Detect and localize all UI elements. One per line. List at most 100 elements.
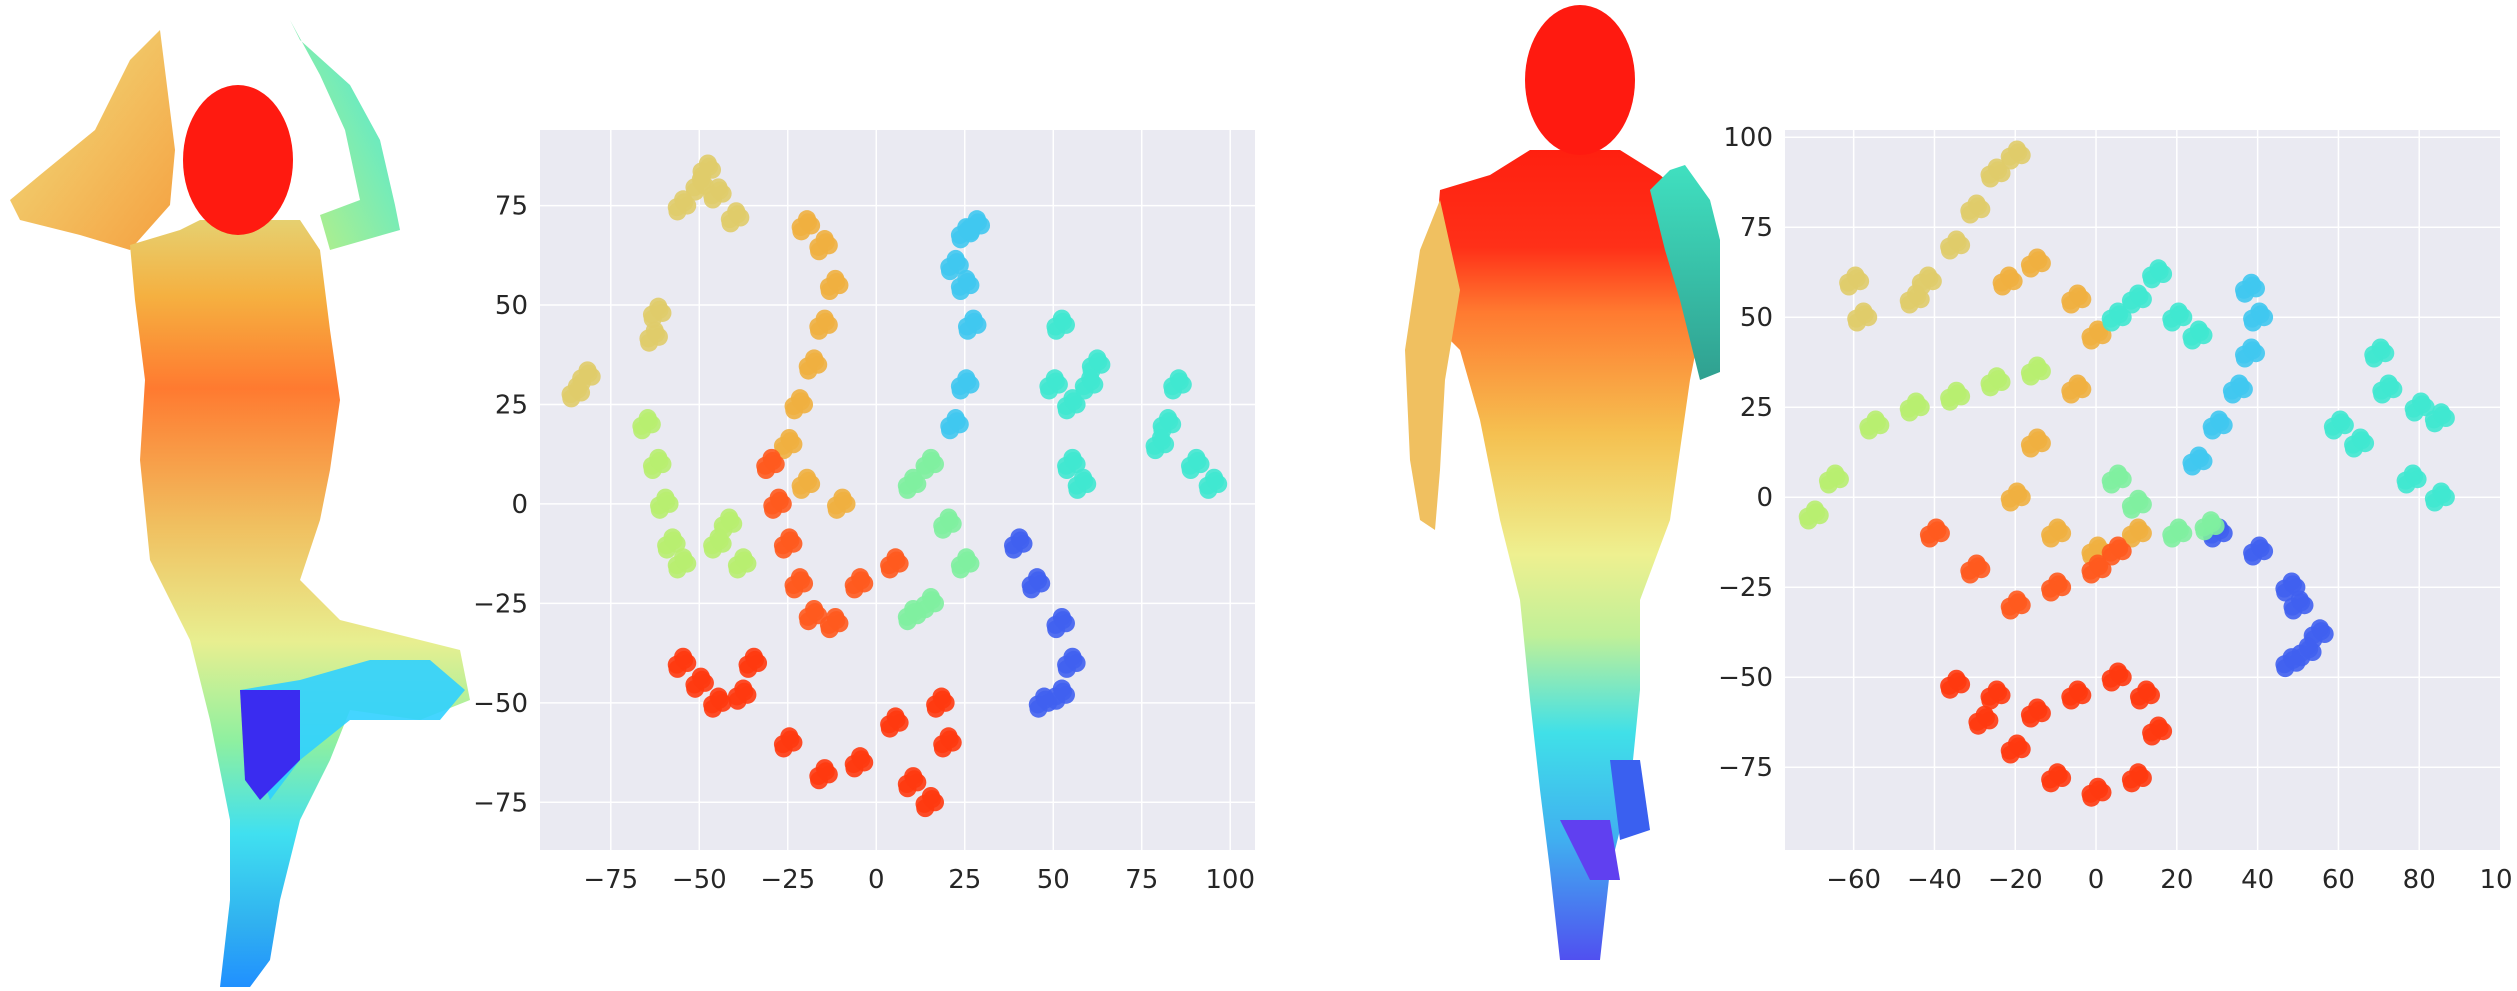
scatter-point xyxy=(1011,531,1030,550)
scatter-point xyxy=(2191,449,2210,468)
scatter-point xyxy=(816,762,835,781)
x-tick-label: 60 xyxy=(2322,865,2355,895)
scatter-point xyxy=(2283,650,2302,669)
scatter-point xyxy=(1206,471,1225,490)
scatter-point xyxy=(965,312,984,331)
scatter-point xyxy=(923,591,942,610)
scatter-point xyxy=(781,531,800,550)
scatter-point xyxy=(2170,305,2189,324)
scatter-point xyxy=(1064,392,1083,411)
scatter-point xyxy=(2130,287,2149,306)
scatter-point xyxy=(1989,683,2008,702)
scatter-point xyxy=(2138,683,2157,702)
y-tick-label: 75 xyxy=(495,192,528,222)
scatter-point xyxy=(692,670,711,689)
scatter-point xyxy=(579,364,598,383)
x-tick-label: 10 xyxy=(2479,865,2512,895)
scatter-point xyxy=(958,372,977,391)
scatter-point xyxy=(2150,262,2169,281)
scatter-point xyxy=(1948,233,1967,252)
x-tick-label: 75 xyxy=(1125,865,1158,895)
scatter-point xyxy=(2170,521,2189,540)
scatter-point xyxy=(1948,672,1967,691)
y-tick-label: −75 xyxy=(473,788,528,818)
scatter-point xyxy=(1046,372,1065,391)
scatter-point xyxy=(887,551,906,570)
human-body-mesh-tree-pose xyxy=(0,0,480,987)
body-mesh-1-drawing xyxy=(10,20,470,987)
scatter-point xyxy=(816,312,835,331)
scatter-point xyxy=(816,233,835,252)
x-tick-label: −60 xyxy=(1826,865,1881,895)
x-tick-label: 40 xyxy=(2241,865,2274,895)
scatter-point xyxy=(2231,377,2250,396)
plot-area-2 xyxy=(1785,130,2500,850)
scatter-point xyxy=(852,750,871,769)
y-tick-label: −75 xyxy=(1718,753,1773,783)
human-body-mesh-standing xyxy=(1380,0,1725,987)
scatter-point xyxy=(2069,377,2088,396)
scatter-point xyxy=(1053,682,1072,701)
scatter-point xyxy=(905,471,924,490)
scatter-point xyxy=(735,682,754,701)
scatter-point xyxy=(799,471,818,490)
scatter-point xyxy=(1029,571,1048,590)
x-tick-label: 80 xyxy=(2403,865,2436,895)
scatter-point xyxy=(721,511,740,530)
scatter-point xyxy=(2009,593,2028,612)
scatter-point xyxy=(1807,503,1826,522)
scatter-point xyxy=(1053,312,1072,331)
y-tick-label: 50 xyxy=(495,291,528,321)
scatter-point xyxy=(852,571,871,590)
x-tick-label: −75 xyxy=(583,865,638,895)
scatter-point xyxy=(2029,431,2048,450)
scatter-plot-2: −60 −40 −20 0 20 40 60 80 10 −75 −50 −25 0 25 50 75 100 xyxy=(1700,110,2517,920)
scatter-point xyxy=(2433,406,2452,425)
scatter-point xyxy=(2413,395,2432,414)
plot-area-1 xyxy=(540,130,1255,850)
scatter-point xyxy=(2049,766,2068,785)
scatter-point xyxy=(2049,575,2068,594)
scatter-point xyxy=(806,603,825,622)
scatter-point xyxy=(2332,413,2351,432)
y-tick-label: 75 xyxy=(1740,213,1773,243)
scatter-point xyxy=(792,392,811,411)
y-tick-label: 0 xyxy=(1756,483,1773,513)
scatter-point xyxy=(710,181,729,200)
scatter-point xyxy=(1968,557,1987,576)
scatter-point xyxy=(806,352,825,371)
scatter-point xyxy=(1036,690,1055,709)
scatter-point xyxy=(2130,492,2149,511)
scatter-point xyxy=(2029,701,2048,720)
scatter-point xyxy=(781,730,800,749)
scatter-point xyxy=(664,531,683,550)
scatter-point xyxy=(2405,467,2424,486)
scatter-point xyxy=(728,205,747,224)
scatter-point xyxy=(1855,305,1874,324)
scatter-point xyxy=(746,650,765,669)
scatter-point xyxy=(1989,370,2008,389)
scatter-point xyxy=(650,300,669,319)
scatter-point xyxy=(887,710,906,729)
scatter-point xyxy=(675,193,694,212)
scatter-point xyxy=(1827,467,1846,486)
scatter-point xyxy=(1053,611,1072,630)
scatter-point xyxy=(1920,269,1939,288)
y-tick-label: 100 xyxy=(1723,123,1773,153)
scatter-point xyxy=(2352,431,2371,450)
scatter-plot-1-svg: −75 −50 −25 0 25 50 75 100 −75 −50 −25 0 25 50 75 xyxy=(473,130,1255,895)
scatter-point xyxy=(770,491,789,510)
x-tick-label: 25 xyxy=(948,865,981,895)
scatter-point xyxy=(1847,269,1866,288)
x-tick-label: 20 xyxy=(2160,865,2193,895)
scatter-point xyxy=(2110,305,2129,324)
x-tick-label: 0 xyxy=(868,865,885,895)
scatter-point xyxy=(1968,197,1987,216)
scatter-point xyxy=(2203,514,2222,533)
scatter-point xyxy=(958,551,977,570)
scatter-point xyxy=(1089,352,1108,371)
scatter-point xyxy=(2292,593,2311,612)
scatter-point xyxy=(947,253,966,272)
scatter-point xyxy=(923,790,942,809)
scatter-point xyxy=(2380,377,2399,396)
